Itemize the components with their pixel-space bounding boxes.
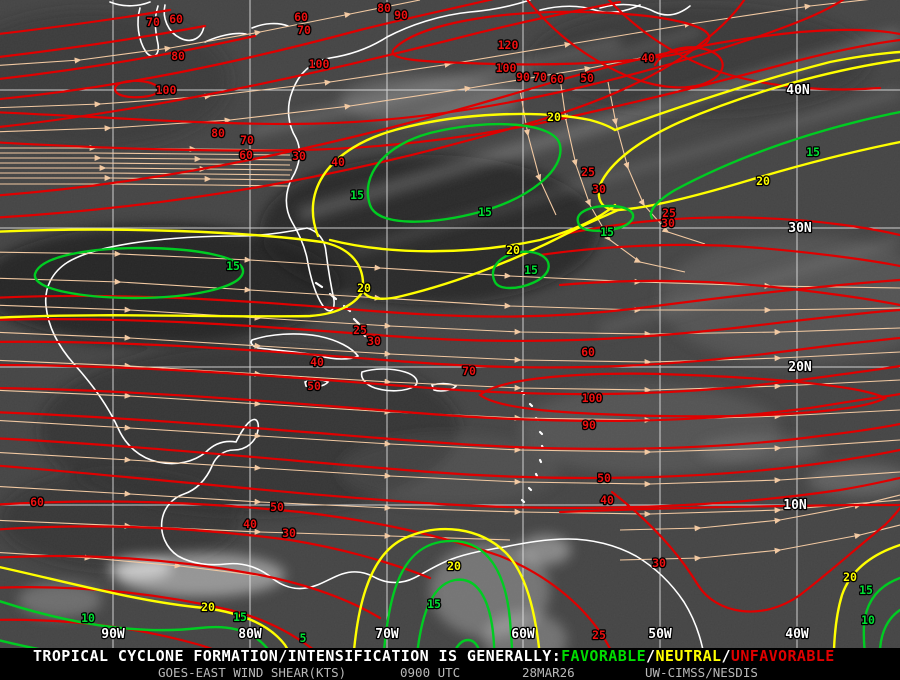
contour-value-label: 15 (226, 259, 240, 273)
contour-value-label: 20 (357, 281, 371, 295)
banner-headline: TROPICAL CYCLONE FORMATION/INTENSIFICATI… (0, 648, 900, 666)
contour-value-label: 70 (240, 133, 254, 147)
contour-value-label: 15 (600, 225, 614, 239)
longitude-label: 80W (238, 627, 262, 642)
contour-value-label: 120 (498, 38, 519, 52)
contour-value-label: 90 (394, 8, 408, 22)
contour-value-label: 30 (367, 334, 381, 348)
contour-value-label: 40 (641, 51, 655, 65)
time-label: 0900 UTC (400, 665, 461, 680)
latitude-label: 30N (788, 221, 812, 236)
longitude-label: 90W (101, 627, 125, 642)
contour-value-label: 20 (447, 559, 461, 573)
contour-value-label: 90 (516, 70, 530, 84)
contour-value-label: 20 (756, 174, 770, 188)
contour-value-label: 15 (524, 263, 538, 277)
contour-value-label: 90 (582, 418, 596, 432)
latitude-label: 20N (788, 360, 812, 375)
longitude-label: 70W (375, 627, 399, 642)
contour-value-label: 25 (662, 206, 676, 220)
latitude-label: 40N (786, 83, 810, 98)
contour-value-label: 15 (233, 610, 247, 624)
contour-value-label: 30 (592, 182, 606, 196)
source-label: UW-CIMSS/NESDIS (645, 665, 758, 680)
separator1: / (646, 647, 656, 665)
contour-value-label: 10 (861, 613, 875, 627)
contour-value-label: 60 (550, 72, 564, 86)
contour-value-label: 60 (581, 345, 595, 359)
contour-value-label: 80 (211, 126, 225, 140)
contour-value-label: 15 (478, 205, 492, 219)
contour-value-label: 30 (652, 556, 666, 570)
contour-value-label: 20 (547, 110, 561, 124)
contour-value-label: 100 (309, 57, 330, 71)
contour-value-label: 15 (350, 188, 364, 202)
contour-value-label: 60 (169, 12, 183, 26)
favorable-text: FAVORABLE (561, 647, 647, 665)
contour-value-label: 70 (146, 15, 160, 29)
contour-value-label: 50 (597, 471, 611, 485)
contour-value-label: 5 (300, 631, 307, 645)
contour-value-label: 25 (592, 628, 606, 642)
contour-value-label: 15 (859, 583, 873, 597)
contour-value-label: 30 (292, 149, 306, 163)
contour-value-label: 60 (239, 148, 253, 162)
contour-value-label: 70 (462, 364, 476, 378)
neutral-text: NEUTRAL (655, 647, 722, 665)
shear-contours-yellow (0, 50, 900, 680)
contour-value-label: 50 (580, 71, 594, 85)
contour-value-label: 30 (661, 216, 675, 230)
contour-value-label: 100 (582, 391, 603, 405)
separator2: / (721, 647, 731, 665)
contour-value-label: 80 (171, 49, 185, 63)
grid-labels-layer: 40N 30N 20N 10N 90W 80W 70W 60W 50W 40W (100, 82, 813, 644)
product-name: GOES-EAST WIND SHEAR(KTS) (158, 665, 347, 680)
headline-prefix: TROPICAL CYCLONE FORMATION/INTENSIFICATI… (33, 647, 562, 665)
contour-value-label: 25 (353, 323, 367, 337)
contour-value-label: 10 (81, 611, 95, 625)
date-label: 28MAR26 (522, 665, 575, 680)
latitude-label: 10N (783, 498, 807, 513)
contour-value-label: 50 (307, 379, 321, 393)
contour-value-label: 70 (533, 70, 547, 84)
longitude-label: 40W (785, 627, 809, 642)
contour-value-label: 40 (243, 517, 257, 531)
contour-value-label: 20 (843, 570, 857, 584)
banner-credits: GOES-EAST WIND SHEAR(KTS) 0900 UTC 28MAR… (0, 666, 900, 680)
longitude-label: 60W (511, 627, 535, 642)
contour-value-label: 20 (506, 243, 520, 257)
unfavorable-text: UNFAVORABLE (730, 647, 835, 665)
contour-value-label: 70 (297, 23, 311, 37)
contour-value-label: 40 (331, 155, 345, 169)
contour-value-label: 60 (294, 10, 308, 24)
longitude-label: 50W (648, 627, 672, 642)
contour-value-label: 60 (30, 495, 44, 509)
streamline-layer (0, 0, 900, 577)
contour-value-label: 40 (310, 355, 324, 369)
contour-value-label: 80 (377, 1, 391, 15)
contour-value-label: 25 (581, 165, 595, 179)
contour-value-label: 15 (427, 597, 441, 611)
contour-value-label: 100 (496, 61, 517, 75)
contour-value-label: 15 (806, 145, 820, 159)
contour-value-label: 100 (156, 83, 177, 97)
contour-value-label: 50 (270, 500, 284, 514)
contour-value-label: 30 (282, 526, 296, 540)
contour-value-label: 40 (600, 493, 614, 507)
contour-value-label: 20 (201, 600, 215, 614)
